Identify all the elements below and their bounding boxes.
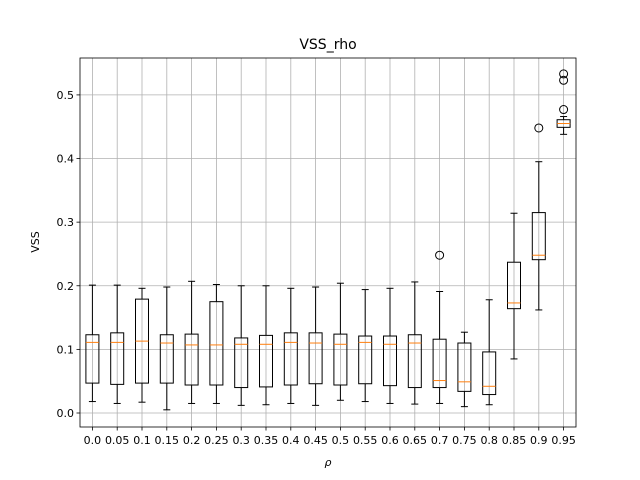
box-0.2 — [184, 280, 199, 404]
iqr-box — [110, 332, 125, 385]
y-tick-label: 0.0 — [57, 407, 75, 420]
outlier-point — [559, 105, 569, 115]
iqr-box — [457, 342, 472, 392]
x-tick-label: 0.55 — [353, 434, 378, 447]
box-0.35 — [259, 285, 273, 406]
x-tick-label: 0.2 — [183, 434, 201, 447]
y-tick-label: 0.2 — [57, 280, 75, 293]
x-tick-label: 0.5 — [332, 434, 350, 447]
outlier-point — [435, 250, 445, 260]
y-axis-ticks: 0.0 0.1 0.2 0.3 0.4 0.5 — [57, 89, 80, 420]
box-0.55 — [358, 289, 373, 403]
x-tick-label: 0.05 — [105, 434, 130, 447]
chart-title: VSS_rho — [299, 37, 356, 53]
x-tick-label: 0.3 — [232, 434, 250, 447]
outlier-point — [559, 69, 569, 79]
box-0.9 — [531, 123, 546, 311]
box-0.75 — [457, 331, 472, 408]
iqr-box — [283, 332, 298, 386]
box-0.5 — [333, 282, 348, 401]
iqr-box — [259, 334, 273, 388]
iqr-box — [333, 333, 348, 386]
x-tick-label: 0.85 — [502, 434, 527, 447]
box-0.95 — [556, 69, 571, 135]
outlier-point — [534, 123, 544, 133]
x-axis-label: ρ — [325, 456, 332, 469]
iqr-box — [482, 351, 497, 396]
iqr-box — [209, 301, 224, 386]
x-tick-label: 0.7 — [431, 434, 449, 447]
iqr-box — [432, 338, 447, 389]
x-tick-label: 0.25 — [204, 434, 229, 447]
box-0.8 — [482, 299, 497, 406]
box-0.1 — [135, 287, 149, 403]
box-0.85 — [507, 212, 521, 360]
plot-area-frame — [79, 57, 577, 428]
iqr-box — [184, 333, 199, 386]
grid — [80, 58, 576, 427]
x-tick-label: 0.8 — [480, 434, 498, 447]
box-0.65 — [407, 281, 422, 405]
iqr-box — [85, 334, 100, 384]
box-0.7 — [432, 250, 447, 404]
iqr-box — [383, 335, 397, 387]
box-series — [85, 69, 571, 411]
x-tick-label: 0.6 — [381, 434, 399, 447]
x-tick-label: 0.1 — [133, 434, 151, 447]
x-tick-label: 0.15 — [155, 434, 180, 447]
box-0.0 — [85, 284, 100, 403]
x-tick-label: 0.65 — [403, 434, 428, 447]
box-0.05 — [110, 284, 125, 404]
x-tick-label: 0.4 — [282, 434, 300, 447]
iqr-box — [531, 212, 546, 261]
box-0.25 — [209, 283, 224, 404]
x-tick-label: 0.35 — [254, 434, 279, 447]
x-tick-label: 0.75 — [452, 434, 477, 447]
y-axis-label: VSS — [29, 231, 42, 253]
box-0.45 — [308, 286, 323, 406]
iqr-box — [159, 334, 174, 384]
box-0.6 — [383, 287, 397, 404]
y-tick-label: 0.4 — [57, 153, 75, 166]
x-axis-ticks: 0.0 0.05 0.1 0.15 0.2 0.25 0.3 0.35 0.4 0.45 0.5 0.… — [84, 427, 576, 447]
x-tick-label: 0.95 — [551, 434, 576, 447]
x-tick-label: 0.9 — [530, 434, 548, 447]
x-tick-label: 0.0 — [84, 434, 102, 447]
box-0.3 — [234, 285, 249, 406]
outlier-point — [559, 75, 569, 85]
iqr-box — [358, 335, 373, 385]
iqr-box — [407, 334, 422, 389]
y-tick-label: 0.5 — [57, 89, 75, 102]
iqr-box — [308, 332, 323, 385]
x-tick-label: 0.45 — [303, 434, 328, 447]
box-0.15 — [159, 286, 174, 411]
y-tick-label: 0.1 — [57, 343, 75, 356]
box-0.4 — [283, 287, 298, 404]
iqr-box — [507, 261, 521, 310]
y-tick-label: 0.3 — [57, 216, 75, 229]
iqr-box — [234, 337, 249, 389]
